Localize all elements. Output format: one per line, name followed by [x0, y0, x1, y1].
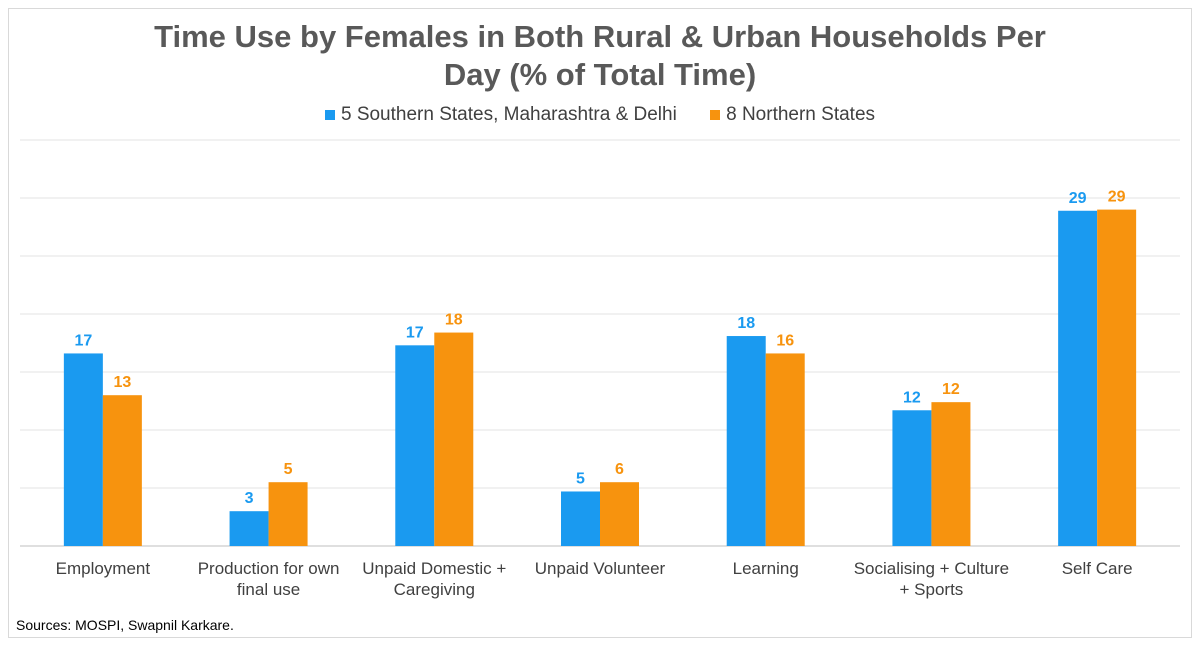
- data-label: 29: [1108, 189, 1126, 206]
- bar-southern: [1058, 210, 1098, 546]
- x-tick-label: Learning: [733, 559, 799, 578]
- bar-southern: [63, 353, 103, 546]
- x-tick-label: final use: [237, 580, 300, 599]
- x-tick-label: Unpaid Volunteer: [535, 559, 666, 578]
- x-tick-label: Employment: [56, 559, 151, 578]
- legend: 5 Southern States, Maharashtra & Delhi 8…: [0, 104, 1200, 126]
- bar-northern: [268, 482, 308, 546]
- legend-item-northern: 8 Northern States: [710, 104, 875, 126]
- legend-label-southern: 5 Southern States, Maharashtra & Delhi: [340, 104, 677, 125]
- x-tick-label: Socialising + Culture: [854, 559, 1009, 578]
- legend-swatch-southern: [324, 110, 335, 120]
- chart-title-line-2: Day (% of Total Time): [443, 57, 757, 92]
- bar-southern: [726, 336, 766, 546]
- data-label: 12: [903, 389, 921, 406]
- data-label: 29: [1069, 190, 1087, 207]
- x-tick-label: Production for own: [198, 559, 340, 578]
- bar-southern: [229, 511, 269, 546]
- data-label: 18: [737, 315, 755, 332]
- data-label: 12: [942, 381, 960, 398]
- bar-southern: [395, 345, 435, 546]
- data-label: 17: [406, 324, 424, 341]
- x-tick-label: Caregiving: [394, 580, 475, 599]
- bar-northern: [434, 332, 474, 546]
- data-label: 17: [74, 332, 92, 349]
- x-tick-label: Self Care: [1062, 559, 1133, 578]
- data-label: 6: [615, 461, 624, 478]
- bar-northern: [102, 395, 142, 546]
- bar-northern: [1097, 209, 1137, 546]
- data-label: 18: [445, 312, 463, 329]
- data-label: 5: [576, 470, 585, 487]
- bar-southern: [892, 410, 932, 546]
- chart-title: Time Use by Females in Both Rural & Urba…: [0, 18, 1200, 94]
- legend-swatch-northern: [710, 110, 721, 120]
- x-tick-label: Unpaid Domestic +: [362, 559, 506, 578]
- x-tick-label: + Sports: [900, 580, 964, 599]
- data-label: 3: [245, 490, 254, 507]
- data-label: 16: [776, 332, 794, 349]
- legend-item-southern: 5 Southern States, Maharashtra & Delhi: [324, 104, 677, 126]
- bar-southern: [561, 491, 600, 546]
- data-label: 5: [284, 461, 293, 478]
- bar-northern: [600, 482, 639, 546]
- bar-northern: [765, 353, 805, 546]
- source-note: Sources: MOSPI, Swapnil Karkare.: [16, 617, 234, 633]
- bar-northern: [931, 402, 971, 546]
- data-label: 13: [113, 374, 131, 391]
- legend-label-northern: 8 Northern States: [726, 104, 876, 125]
- chart-title-line-1: Time Use by Females in Both Rural & Urba…: [154, 19, 1046, 54]
- chart-border: [8, 8, 1192, 638]
